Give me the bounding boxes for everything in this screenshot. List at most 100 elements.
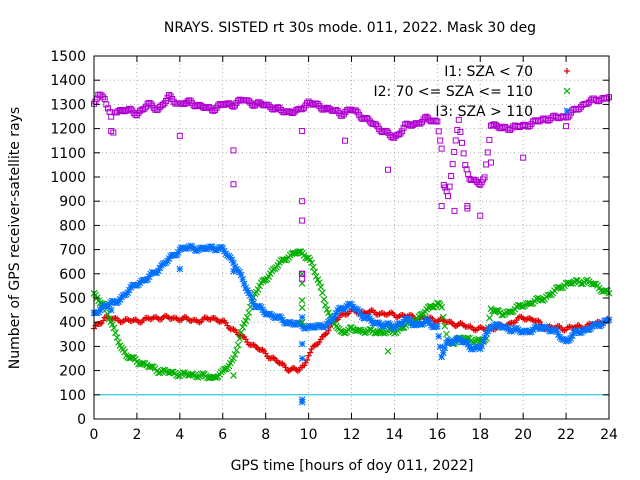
data-point [449, 161, 456, 168]
x-tick-label: 2 [132, 427, 141, 443]
data-point [277, 314, 285, 322]
data-point [545, 327, 553, 335]
outlier-point [299, 128, 306, 135]
data-point [481, 174, 488, 181]
data-point [417, 120, 424, 127]
legend-marker [563, 107, 571, 115]
data-point [457, 128, 464, 135]
data-point [159, 101, 166, 108]
data-point [265, 102, 272, 109]
data-point [363, 115, 370, 122]
data-point [306, 322, 314, 330]
data-point [547, 327, 555, 335]
data-point [441, 344, 449, 352]
data-point [439, 313, 447, 321]
data-point [166, 91, 173, 98]
data-point [179, 244, 187, 252]
x-tick-label: 14 [386, 427, 404, 443]
data-point [230, 354, 237, 362]
data-point [154, 369, 162, 377]
data-point [119, 292, 127, 299]
data-point [357, 310, 365, 318]
data-point [486, 314, 493, 322]
data-point [182, 245, 190, 253]
y-tick-label: 800 [59, 218, 86, 234]
data-point [112, 329, 119, 337]
data-point [104, 310, 112, 318]
data-point [564, 114, 571, 121]
data-point [534, 294, 542, 302]
outlier-point [230, 147, 237, 154]
data-point [250, 299, 257, 307]
data-point [441, 322, 449, 330]
data-point [248, 295, 256, 303]
data-point [231, 263, 239, 271]
data-point [220, 247, 228, 255]
data-point [115, 338, 122, 346]
extra-purple-outliers [299, 270, 306, 282]
legend: I1: SZA < 70 I2: 70 <= SZA <= 110 I3: SZA … [373, 64, 571, 120]
data-point [243, 313, 251, 321]
data-point [308, 259, 316, 267]
x-tick-label: 24 [600, 427, 618, 443]
data-point [564, 337, 572, 345]
data-point [159, 366, 167, 374]
data-point [333, 107, 340, 114]
grid-layer [94, 56, 609, 419]
data-point [442, 184, 449, 191]
data-point [348, 301, 355, 308]
data-point [230, 103, 237, 110]
data-point [254, 286, 262, 293]
data-point [276, 105, 283, 112]
outlier-point [230, 181, 237, 188]
outlier-point [563, 123, 570, 130]
x-tick-label: 18 [471, 427, 489, 443]
data-point [479, 338, 487, 346]
data-point [121, 348, 129, 356]
data-point [103, 101, 110, 108]
x-tick-label: 0 [90, 427, 99, 443]
data-point [374, 319, 381, 326]
data-point [227, 254, 234, 261]
data-point [239, 275, 247, 283]
data-point [140, 359, 147, 367]
outlier-point [230, 267, 237, 275]
extra-blue-outliers [107, 265, 306, 406]
data-point [472, 177, 479, 184]
y-tick-label: 600 [59, 267, 86, 283]
data-point [279, 316, 286, 324]
data-point [437, 137, 444, 144]
data-point [584, 100, 591, 107]
data-point [164, 257, 171, 265]
data-point [125, 286, 133, 294]
y-tick-label: 900 [59, 194, 86, 210]
outlier-point [108, 128, 115, 135]
data-point [446, 183, 453, 190]
data-point [299, 106, 306, 113]
y-tick-label: 1400 [50, 73, 86, 89]
data-point [332, 310, 340, 317]
data-point [435, 128, 442, 135]
outlier-point [464, 203, 471, 210]
data-point [245, 309, 253, 317]
data-point [394, 321, 401, 328]
data-point [240, 280, 248, 288]
legend-entry-label: I1: SZA < 70 [444, 64, 533, 80]
data-point [438, 303, 446, 311]
data-point [478, 342, 486, 350]
data-point [476, 345, 484, 353]
data-point [361, 329, 369, 337]
data-point [191, 246, 199, 254]
outlier-point [107, 306, 115, 314]
data-point [156, 264, 164, 272]
data-point [305, 352, 312, 359]
data-point [604, 317, 611, 324]
data-point [210, 107, 217, 114]
data-point [219, 244, 227, 252]
data-point [366, 325, 374, 333]
data-point [141, 105, 148, 112]
data-point [159, 260, 167, 268]
y-axis-label: Number of GPS receiver-satellite rays [7, 107, 23, 369]
data-point [253, 303, 260, 311]
